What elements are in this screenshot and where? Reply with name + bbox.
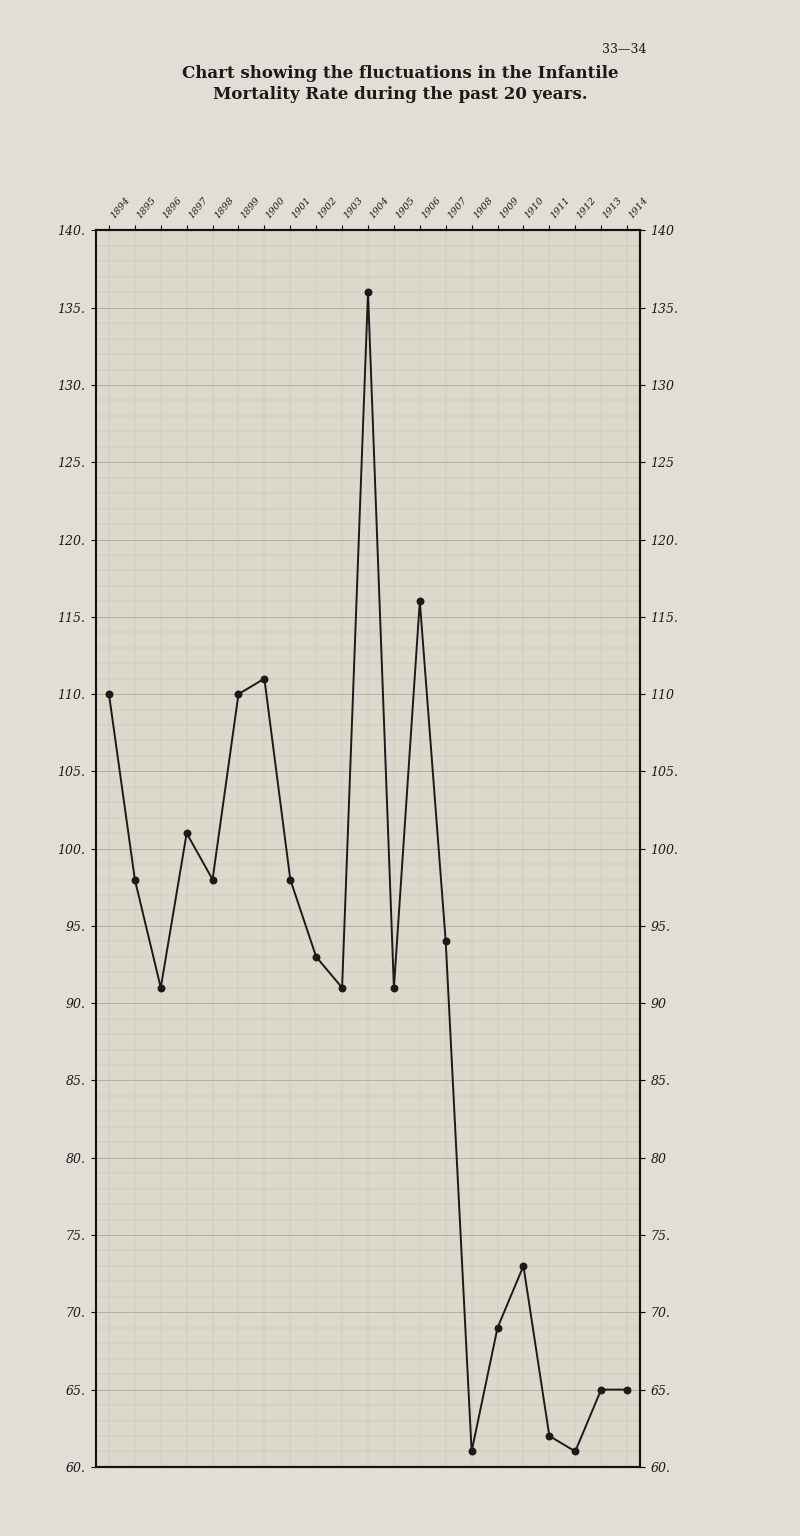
- Text: Chart showing the fluctuations in the Infantile: Chart showing the fluctuations in the In…: [182, 65, 618, 81]
- Point: [543, 1424, 556, 1448]
- Point: [284, 868, 297, 892]
- Point: [102, 682, 115, 707]
- Point: [387, 975, 400, 1000]
- Point: [466, 1439, 478, 1464]
- Point: [517, 1253, 530, 1278]
- Point: [621, 1378, 634, 1402]
- Point: [232, 682, 245, 707]
- Point: [569, 1439, 582, 1464]
- Point: [491, 1315, 504, 1339]
- Text: Mortality Rate during the past 20 years.: Mortality Rate during the past 20 years.: [213, 86, 587, 103]
- Point: [594, 1378, 607, 1402]
- Text: 33—34: 33—34: [602, 43, 646, 55]
- Point: [180, 820, 193, 845]
- Point: [258, 667, 270, 691]
- Point: [362, 280, 374, 304]
- Point: [310, 945, 322, 969]
- Point: [154, 975, 167, 1000]
- Point: [129, 868, 142, 892]
- Point: [336, 975, 349, 1000]
- Point: [439, 929, 452, 954]
- Point: [206, 868, 219, 892]
- Point: [414, 588, 426, 613]
